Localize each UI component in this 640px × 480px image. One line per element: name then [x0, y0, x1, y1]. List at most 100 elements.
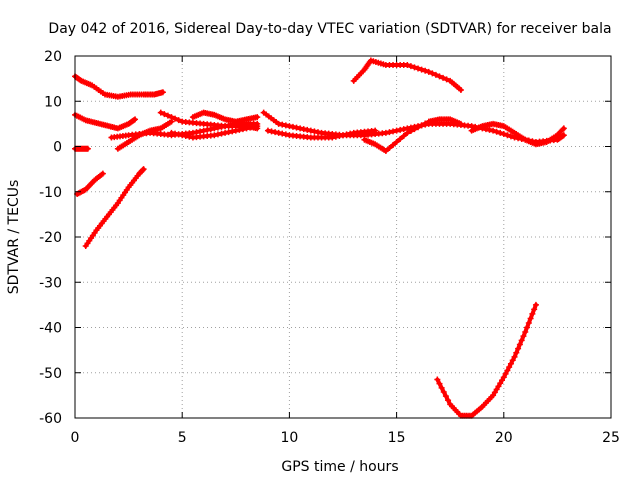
series-arc-3	[72, 145, 91, 152]
data-point-interp	[390, 128, 397, 135]
data-point	[132, 116, 139, 123]
data-point-interp	[415, 124, 422, 131]
data-point-interp	[516, 341, 523, 348]
data-point-interp	[222, 129, 229, 136]
data-point-interp	[304, 126, 311, 133]
data-point	[382, 129, 389, 136]
x-tick-label: 0	[71, 430, 80, 446]
data-point-interp	[311, 128, 318, 135]
series-arc-13	[361, 116, 464, 155]
series-arc-9	[168, 123, 261, 141]
data-point-interp	[282, 122, 289, 129]
data-point-interp	[172, 130, 179, 137]
y-tick-label: 20	[44, 49, 62, 65]
series-arc-5	[82, 166, 147, 250]
x-axis-label: GPS time / hours	[281, 459, 398, 475]
data-point-interp	[436, 380, 443, 387]
data-point-interp	[218, 130, 225, 137]
y-tick-label: 0	[53, 140, 62, 156]
data-point-interp	[243, 125, 250, 132]
data-point	[99, 170, 106, 177]
data-point-interp	[529, 310, 536, 317]
x-tick-label: 5	[178, 430, 187, 446]
data-point-interp	[300, 126, 307, 133]
data-point	[560, 132, 567, 139]
data-point-interp	[332, 133, 339, 140]
series-arc-1	[72, 73, 166, 100]
data-point-interp	[509, 357, 516, 364]
data-point-interp	[499, 377, 506, 384]
data-point	[457, 120, 464, 127]
data-point-interp	[175, 131, 182, 138]
data-point-interp	[531, 306, 538, 313]
data-point-interp	[507, 360, 514, 367]
series-arc-15	[468, 120, 567, 148]
data-point-interp	[442, 393, 449, 400]
data-point-interp	[445, 397, 452, 404]
data-point-interp	[390, 141, 397, 148]
x-tick-label: 20	[495, 430, 513, 446]
data-point-interp	[200, 127, 207, 134]
data-point-interp	[513, 349, 520, 356]
data-point	[372, 127, 379, 134]
data-point-interp	[443, 76, 450, 83]
data-point-interp	[520, 333, 527, 340]
data-point-interp	[386, 129, 393, 136]
x-tick-label: 25	[602, 430, 620, 446]
data-point-interp	[506, 364, 513, 371]
data-point-interp	[336, 132, 343, 139]
data-point	[560, 125, 567, 132]
data-point	[140, 166, 147, 173]
series-arc-2	[72, 111, 139, 132]
data-point-interp	[186, 133, 193, 140]
data-point-interp	[279, 121, 286, 128]
y-tick-label: -30	[39, 275, 62, 291]
data-point-interp	[527, 315, 534, 322]
data-point-interp	[314, 129, 321, 136]
data-point	[84, 145, 91, 152]
data-point-interp	[400, 132, 407, 139]
data-point-interp	[504, 367, 511, 374]
data-point-interp	[559, 132, 566, 139]
data-point-interp	[168, 114, 175, 121]
data-point-interp	[518, 337, 525, 344]
y-tick-label: 10	[44, 94, 62, 110]
data-point-interp	[493, 128, 500, 135]
y-axis-label: SDTVAR / TECUs	[6, 180, 22, 295]
data-point-interp	[164, 112, 171, 119]
series-arc-12	[264, 127, 379, 141]
data-point-interp	[559, 126, 566, 133]
data-point-interp	[161, 111, 168, 118]
data-point-interp	[289, 123, 296, 130]
data-point-interp	[130, 117, 137, 124]
y-tick-label: -40	[39, 321, 62, 337]
y-tick-label: -60	[39, 411, 62, 427]
data-point-interp	[422, 67, 429, 74]
data-point-interp	[282, 131, 289, 138]
data-point-interp	[204, 126, 211, 133]
data-point-interp	[286, 123, 293, 130]
series-arc-4	[74, 170, 106, 198]
data-point-interp	[432, 71, 439, 78]
y-tick-label: -10	[39, 185, 62, 201]
data-point	[434, 376, 441, 383]
data-point	[329, 134, 336, 141]
data-point	[297, 125, 304, 132]
data-point-interp	[436, 73, 443, 80]
data-point-interp	[307, 127, 314, 134]
data-point-interp	[275, 129, 282, 136]
data-point-interp	[293, 124, 300, 131]
data-point	[264, 127, 271, 134]
data-point-interp	[279, 130, 286, 137]
data-point-interp	[495, 383, 502, 390]
data-point-interp	[272, 129, 279, 136]
data-point-interp	[386, 145, 393, 152]
data-point-interp	[407, 63, 414, 70]
y-tick-label: -20	[39, 230, 62, 246]
data-point-interp	[179, 132, 186, 139]
data-point-interp	[247, 124, 254, 131]
data-point-interp	[486, 126, 493, 133]
data-point-interp	[429, 70, 436, 77]
data-point-interp	[197, 128, 204, 135]
